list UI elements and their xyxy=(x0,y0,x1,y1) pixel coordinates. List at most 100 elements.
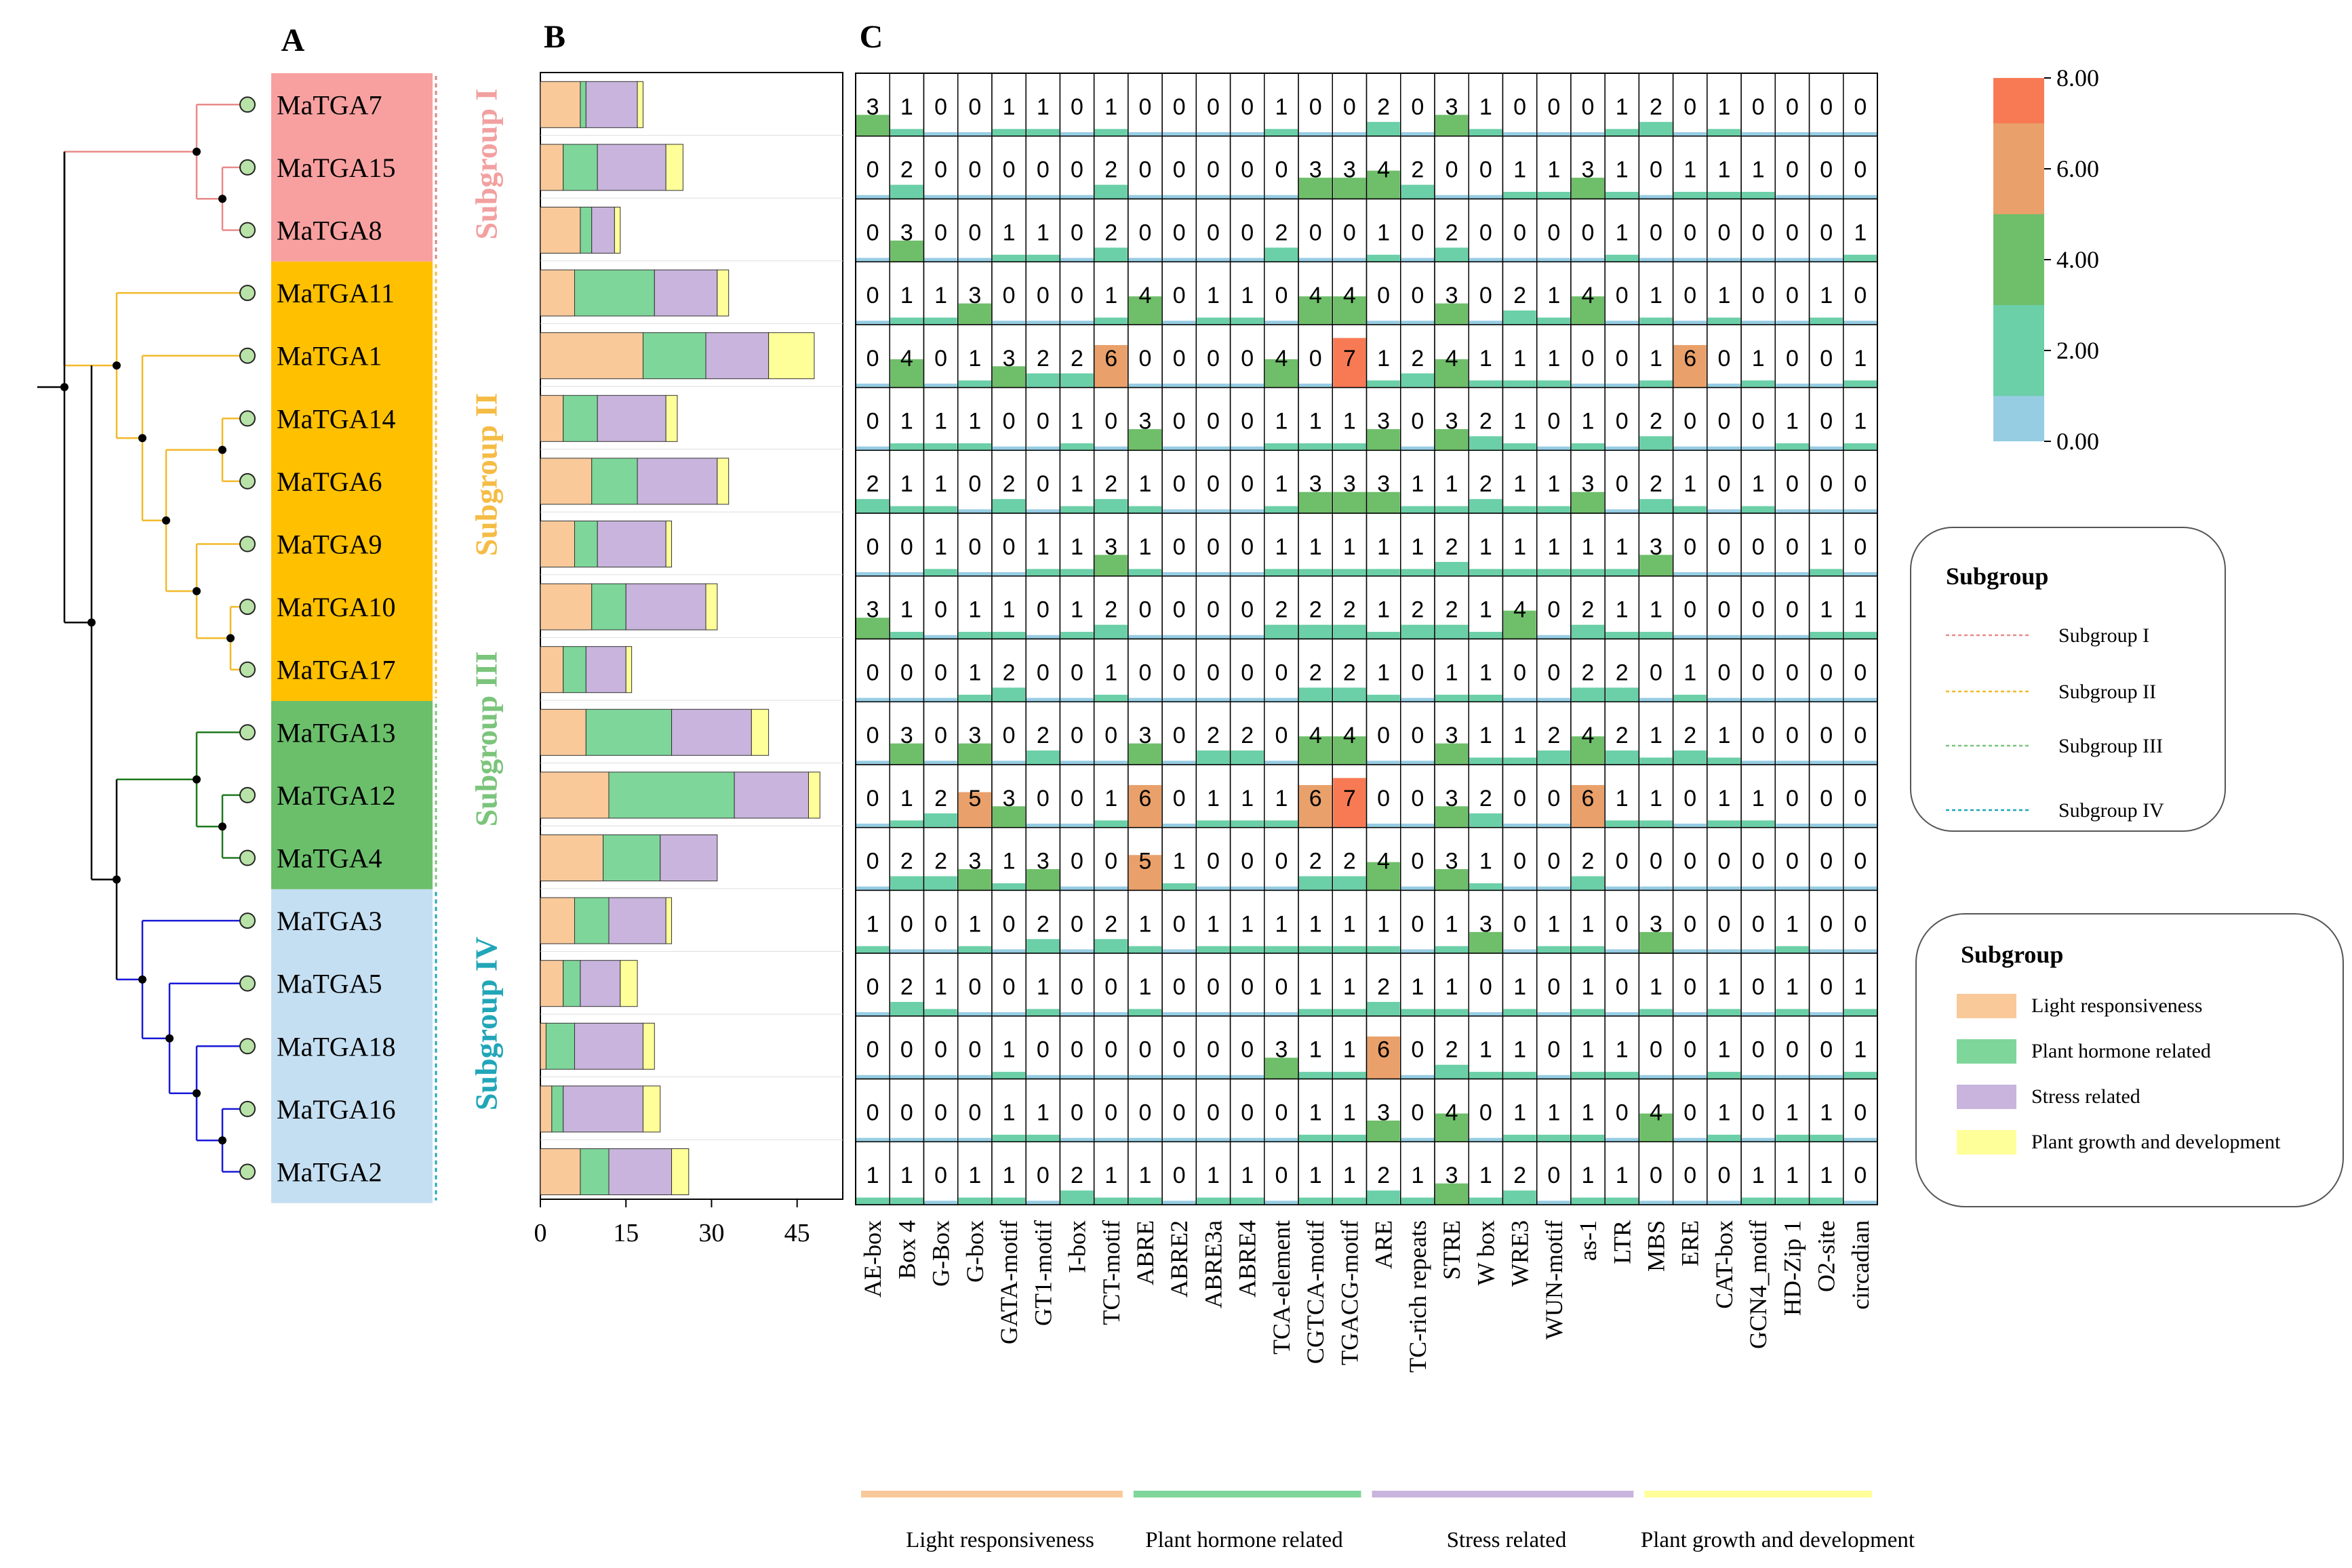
heatmap-value: 4 xyxy=(1343,723,1356,748)
heatmap-value: 1 xyxy=(1752,1163,1765,1188)
heatmap-value: 0 xyxy=(1854,849,1867,875)
heatmap-bar xyxy=(958,1074,991,1079)
bar-plant-hormone xyxy=(574,521,598,567)
heatmap-bar xyxy=(1264,1138,1298,1142)
heatmap-bar xyxy=(924,1201,957,1205)
heatmap-bar xyxy=(1435,561,1469,576)
heatmap-bar xyxy=(1707,509,1741,514)
heatmap-column-labels: AE-box Box 4 G-Box G-box GATA-motif GT1-motif… xyxy=(859,1220,1874,1373)
heatmap-value: 0 xyxy=(1071,723,1083,748)
heatmap-bar xyxy=(1537,750,1570,765)
bar-stress-related xyxy=(625,583,706,630)
heatmap-bar xyxy=(1060,195,1094,199)
subgroup-band-3 xyxy=(271,701,433,889)
heatmap-bar xyxy=(1401,886,1434,891)
heatmap-bar xyxy=(1128,1138,1162,1142)
heatmap-value: 2 xyxy=(934,849,947,875)
heatmap-column-label: CGTCA-motif xyxy=(1302,1220,1329,1364)
heatmap-value: 1 xyxy=(1139,1163,1152,1188)
heatmap-bar xyxy=(924,698,957,702)
heatmap-value: 1 xyxy=(1786,974,1799,1000)
heatmap-value: 1 xyxy=(1479,597,1492,623)
bar-chart-bars xyxy=(540,81,820,1195)
heatmap-value: 1 xyxy=(1650,786,1662,811)
heatmap-bar xyxy=(1264,359,1298,388)
heatmap-bar xyxy=(856,823,890,828)
heatmap-bar xyxy=(1197,886,1230,891)
heatmap-value: 0 xyxy=(1037,597,1050,623)
heatmap-bar xyxy=(1503,1134,1536,1142)
heatmap-bar xyxy=(1435,946,1469,954)
heatmap-value: 1 xyxy=(968,597,981,623)
heatmap-value: 0 xyxy=(1446,157,1458,183)
gene-label: MaTGA5 xyxy=(277,969,382,999)
heatmap-value: 0 xyxy=(968,471,981,497)
heatmap-bar xyxy=(1843,380,1877,388)
heatmap-bar xyxy=(992,446,1026,451)
heatmap-bar xyxy=(1673,1138,1707,1142)
heatmap-bar xyxy=(1843,761,1877,765)
heatmap-bar xyxy=(1469,129,1502,136)
heatmap-value: 0 xyxy=(1547,409,1560,435)
heatmap-bar xyxy=(856,1074,890,1079)
heatmap-bar xyxy=(1469,1197,1502,1205)
heatmap-value: 1 xyxy=(1616,534,1629,560)
heatmap-value: 1 xyxy=(1650,283,1662,308)
heatmap-value: 2 xyxy=(1479,471,1492,497)
heatmap-value: 4 xyxy=(1650,1100,1662,1125)
heatmap-value: 0 xyxy=(1139,157,1152,183)
heatmap-bar xyxy=(890,949,923,954)
subgroup-line-label: Subgroup III xyxy=(2058,735,2163,757)
heatmap-value: 0 xyxy=(1854,283,1867,308)
heatmap-bar xyxy=(1367,1190,1400,1205)
heatmap-bar xyxy=(1810,698,1843,702)
heatmap-bar xyxy=(1231,383,1264,388)
bar-plant-hormone xyxy=(563,960,581,1007)
heatmap-bar xyxy=(1060,1074,1094,1079)
color-scale-band xyxy=(1993,214,2044,305)
heatmap-bar xyxy=(1128,785,1162,828)
heatmap-value: 2 xyxy=(1343,849,1356,875)
heatmap-value: 0 xyxy=(1411,1100,1424,1125)
heatmap-value: 2 xyxy=(1411,346,1424,371)
heatmap-bar xyxy=(1264,886,1298,891)
x-tick-label: 0 xyxy=(534,1219,547,1247)
bar-stress-related xyxy=(734,771,810,819)
bar-plant-hormone xyxy=(585,708,673,756)
heatmap-value: 1 xyxy=(900,597,913,623)
heatmap-bar xyxy=(1673,258,1707,262)
bar-light-responsiveness xyxy=(540,1022,546,1070)
tree-node xyxy=(87,618,96,627)
heatmap-bar xyxy=(992,129,1026,136)
heatmap-bar xyxy=(1810,632,1843,639)
heatmap-value: 6 xyxy=(1683,346,1696,371)
heatmap-value: 0 xyxy=(1717,597,1730,623)
heatmap-value: 0 xyxy=(900,1037,913,1063)
heatmap-bar xyxy=(1537,506,1570,514)
heatmap-bar xyxy=(1060,1190,1094,1205)
heatmap-bar xyxy=(1469,694,1502,702)
heatmap-bar xyxy=(1707,820,1741,828)
heatmap-cells: 3 1 0 0 1 1 0 1 0 0 0 0 1 0 0 2 0 3 1 0 0 0 1 2 0 1 0 0 0 00 2 0 0 0 0 0 2 0 0… xyxy=(855,73,1878,1205)
heatmap-bar xyxy=(1367,632,1400,639)
heatmap-value: 0 xyxy=(1616,409,1629,435)
category-bar xyxy=(1644,1491,1872,1497)
heatmap-bar xyxy=(1231,258,1264,262)
heatmap-value: 0 xyxy=(1616,974,1629,1000)
heatmap-bar xyxy=(1537,192,1570,199)
heatmap-bar xyxy=(1742,886,1775,891)
heatmap-value: 2 xyxy=(1275,220,1288,245)
heatmap-value: 1 xyxy=(1003,849,1016,875)
heatmap-value: 0 xyxy=(1683,534,1696,560)
heatmap-value: 2 xyxy=(1582,849,1595,875)
heatmap-bar xyxy=(1299,1197,1332,1205)
heatmap-panel-c: 3 1 0 0 1 1 0 1 0 0 0 0 1 0 0 2 0 3 1 0 0 0 1 2 0 1 0 0 0 00 2 0 0 0 0 0 2 0 0… xyxy=(855,73,1915,1552)
heatmap-value: 0 xyxy=(1683,283,1696,308)
heatmap-value: 0 xyxy=(1173,911,1186,937)
bar-growth-development xyxy=(625,646,633,693)
heatmap-bar xyxy=(1026,1134,1060,1142)
heatmap-bar xyxy=(1469,757,1502,765)
heatmap-column-label: G-box xyxy=(961,1220,989,1283)
bar-stress-related xyxy=(563,1085,643,1133)
